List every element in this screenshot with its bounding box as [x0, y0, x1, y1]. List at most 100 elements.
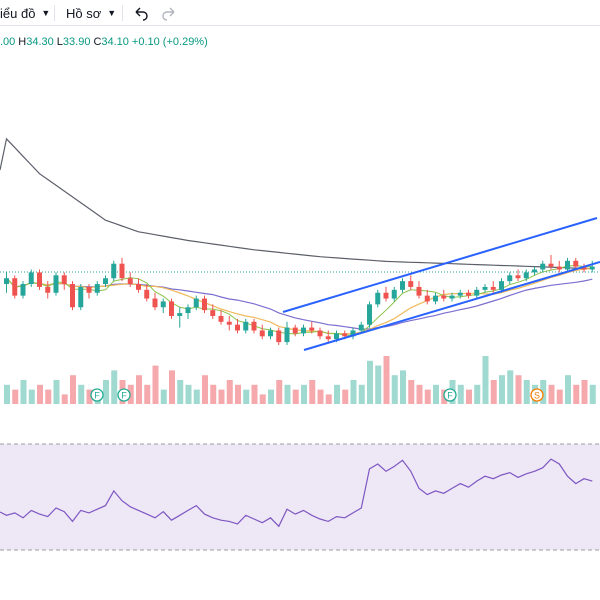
candle-body [136, 284, 141, 290]
profile-menu-button[interactable]: Hồ sơ ▼ [66, 3, 116, 23]
candle-body [589, 266, 595, 270]
low-label: L [56, 36, 63, 48]
volume-bar [589, 384, 596, 404]
candle-body [416, 286, 422, 296]
candle-body [457, 292, 463, 296]
candle-body [177, 313, 183, 316]
volume-bar [383, 356, 390, 404]
toolbar-divider [122, 5, 123, 21]
volume-bar [193, 389, 200, 404]
volume-bar [424, 389, 431, 404]
volume-bar [499, 375, 505, 404]
volume-bar [169, 370, 175, 404]
candle-body [309, 327, 315, 331]
volume-bar [309, 380, 316, 404]
volume-bar [581, 380, 588, 404]
trend-channel[interactable] [282, 217, 600, 351]
open-value: .00 [0, 36, 16, 48]
candle-body [202, 298, 207, 311]
rsi-series [0, 458, 593, 528]
chevron-down-icon: ▼ [107, 8, 117, 18]
event-marker-label: S [534, 391, 540, 401]
volume-bar [276, 380, 283, 404]
undo-icon[interactable] [132, 4, 150, 22]
event-marker-icon [117, 388, 131, 402]
candle-body [532, 269, 537, 273]
volume-bar [565, 375, 571, 404]
candle-body [276, 330, 282, 343]
candle-body [284, 327, 290, 343]
rsi-band [0, 444, 600, 550]
rsi-pane [0, 271, 600, 551]
candle-body [259, 330, 265, 337]
candle-body [218, 315, 224, 322]
volume-bar [61, 394, 68, 404]
close-label: C [93, 36, 102, 48]
ma-long-line [0, 137, 593, 270]
candle-body [499, 281, 504, 290]
candle-body [251, 321, 257, 331]
volume-bar [45, 389, 52, 404]
volume-bar [548, 384, 555, 404]
volume-bar [210, 384, 217, 404]
high-value: 34.30 [26, 36, 54, 48]
volume-bar [12, 389, 19, 404]
candle-body [540, 263, 546, 270]
volume-bar [4, 384, 10, 404]
candle-body [119, 263, 125, 279]
candle-body [243, 321, 249, 331]
candle-body [367, 304, 372, 325]
candle-body [334, 333, 339, 340]
volume-bar [400, 370, 406, 404]
volume-bar [325, 394, 332, 404]
candle-body [474, 289, 480, 296]
redo-icon[interactable] [160, 4, 178, 22]
candle-body [400, 281, 405, 290]
toolbar-divider [54, 5, 55, 21]
volume-bar [301, 384, 307, 404]
volume-bar [268, 389, 274, 404]
candle-body [28, 272, 34, 285]
candle-body [235, 324, 240, 331]
candle-body [226, 321, 232, 325]
candle-body [86, 286, 92, 293]
candle-body [169, 301, 174, 316]
candle-body [350, 330, 356, 337]
chart-menu-button[interactable]: iểu đồ ▼ [0, 3, 50, 23]
candle-body [449, 295, 455, 299]
high-label: H [18, 36, 27, 48]
ma-mid-line [6, 277, 593, 330]
volume-bar [144, 384, 151, 404]
volume-bar [556, 389, 563, 404]
event-marker-label: F [121, 391, 127, 401]
candle-body [268, 330, 273, 337]
top-toolbar: iểu đồ ▼ Hồ sơ ▼ [0, 0, 600, 26]
candle-body [20, 284, 26, 296]
ma-short-line [6, 267, 593, 335]
candle-body [70, 284, 75, 308]
candle-body [160, 301, 166, 308]
chart-menu-label: iểu đồ [0, 5, 36, 21]
volume-bar [334, 384, 340, 404]
moving-averages [0, 137, 593, 336]
change-value: +0.10 (+0.29%) [131, 36, 208, 48]
volume-bar [490, 380, 497, 404]
volume-bar [235, 384, 241, 404]
candle-body [45, 286, 51, 293]
volume-bar [466, 389, 472, 404]
low-value: 33.90 [62, 36, 91, 48]
volume-bar [474, 384, 481, 404]
volume-bar [292, 389, 299, 404]
candle-body [490, 286, 496, 290]
candle-body [466, 292, 471, 296]
candle-body [127, 278, 133, 285]
candle-body [152, 298, 158, 308]
volume-bar [358, 384, 365, 404]
volume-bar [136, 375, 142, 404]
candle-body [408, 281, 414, 287]
candle-body [37, 272, 42, 287]
volume-bar [540, 380, 547, 404]
volume-bar [317, 389, 324, 404]
volume-bar [251, 384, 258, 404]
